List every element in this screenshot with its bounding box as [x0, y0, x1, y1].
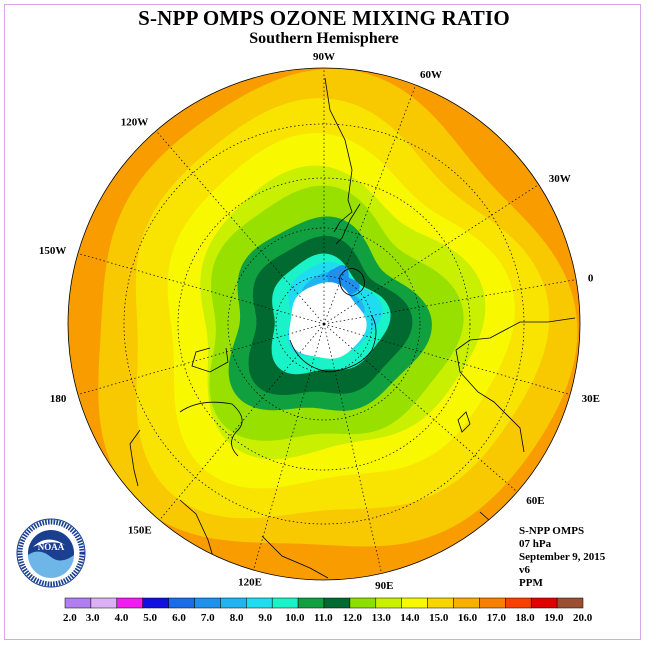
- longitude-line: [159, 323, 325, 521]
- longitude-label: 90E: [375, 580, 393, 592]
- longitude-label: 180: [50, 393, 67, 405]
- longitude-line: [323, 323, 518, 493]
- color-scale-swatch: [194, 597, 221, 609]
- color-scale-tick-label: 20.0: [573, 612, 593, 623]
- longitude-line: [323, 323, 571, 395]
- color-scale-tick-label: 19.0: [544, 612, 564, 623]
- longitude-line: [77, 323, 325, 395]
- longitude-label: 120W: [121, 117, 149, 129]
- latitude-circle: [177, 177, 471, 471]
- color-scale-swatch: [90, 597, 118, 609]
- latitude-circle: [275, 275, 373, 373]
- page-subtitle: Southern Hemisphere: [249, 30, 399, 47]
- color-scale-swatch: [142, 597, 169, 609]
- noaa-logo: NOAA: [16, 518, 86, 588]
- longitude-label: 30E: [582, 393, 600, 405]
- color-scale-tick-label: 15.0: [429, 612, 449, 623]
- longitude-line: [77, 253, 325, 325]
- color-scale-tick-label: 17.0: [487, 612, 507, 623]
- color-scale-swatch: [479, 597, 506, 609]
- color-scale-tick-label: 10.0: [285, 612, 305, 623]
- color-scale-swatch: [64, 597, 92, 609]
- color-scale-swatch: [246, 597, 273, 609]
- color-scale-swatch: [401, 597, 428, 609]
- latitude-circle: [123, 123, 525, 525]
- coastline-segment: [335, 203, 361, 245]
- color-scale-tick-label: 5.0: [143, 612, 157, 623]
- coastline-segment: [457, 411, 471, 433]
- longitude-line: [323, 84, 417, 325]
- coastline-segment: [324, 77, 353, 233]
- color-scale-swatch: [427, 597, 454, 609]
- coastline-segment: [129, 429, 141, 487]
- longitude-label: 0: [588, 273, 594, 285]
- color-scale-tick-label: 8.0: [230, 612, 244, 623]
- coastline-segment: [191, 347, 229, 373]
- page-title: S-NPP OMPS OZONE MIXING RATIO: [138, 6, 510, 30]
- color-scale-swatch: [116, 597, 143, 609]
- longitude-label: 60W: [420, 69, 442, 81]
- color-scale-swatch: [168, 597, 195, 609]
- color-scale-swatch: [271, 597, 299, 609]
- longitude-line: [323, 184, 539, 325]
- color-scale-tick-label: 13.0: [372, 612, 392, 623]
- coastline-segment: [289, 315, 377, 373]
- coastline-segment: [455, 317, 576, 351]
- color-scale-swatch: [556, 597, 584, 609]
- longitude-label: 150E: [128, 524, 152, 536]
- color-scale-swatch: [323, 597, 351, 609]
- color-scale-tick-label: 2.0: [63, 612, 77, 623]
- longitude-line: [155, 130, 325, 325]
- color-scale-swatch: [505, 597, 532, 609]
- color-scale-bar: 2.0 3.0 4.0 5.0 6.0 7.0 8.0 9.0 10.0 11.0 12.0 13.0…: [63, 597, 593, 623]
- coastline-segment: [179, 499, 215, 561]
- color-scale-tick-label: 18.0: [515, 612, 535, 623]
- color-scale-tick-label: 9.0: [258, 612, 272, 623]
- color-scale-swatch: [220, 597, 247, 609]
- color-scale-tick-label: 14.0: [400, 612, 420, 623]
- color-scale-tick-label: 3.0: [86, 612, 100, 623]
- coastline-segment: [261, 535, 329, 579]
- color-scale-tick-label: 7.0: [201, 612, 215, 623]
- longitude-labels: 90W 60W 30W 0 30E 60E 90E 120E 150E 180 150W 120W: [39, 51, 600, 592]
- color-scale-swatch: [297, 597, 325, 609]
- longitude-line: [323, 323, 382, 574]
- coastline-segment: [179, 401, 243, 457]
- map-boundary: [67, 67, 581, 581]
- color-scale-swatch: [530, 597, 558, 609]
- instrument-label: S-NPP OMPS: [519, 525, 585, 537]
- color-scale-swatch: [453, 597, 480, 609]
- latitude-circle: [227, 227, 421, 421]
- color-scale-swatch: [349, 597, 377, 609]
- metadata-block: S-NPP OMPS 07 hPa September 9, 2015 v6 P…: [519, 525, 605, 590]
- lat-lon-grid: [77, 68, 577, 574]
- color-scale-tick-label: 4.0: [115, 612, 129, 623]
- date-label: September 9, 2015: [519, 551, 606, 563]
- longitude-label: 90W: [313, 51, 335, 63]
- pressure-level-label: 07 hPa: [519, 538, 552, 550]
- longitude-label: 30W: [549, 173, 571, 185]
- color-scale-tick-label: 16.0: [458, 612, 478, 623]
- logo-wordmark: NOAA: [38, 542, 65, 552]
- coastline-segment: [339, 268, 365, 297]
- color-scale-tick-label: 6.0: [172, 612, 186, 623]
- version-label: v6: [519, 564, 530, 576]
- coastline-segment: [455, 349, 525, 453]
- color-scale-tick-label: 11.0: [314, 612, 333, 623]
- units-label: PPM: [519, 577, 543, 589]
- longitude-label: 150W: [39, 245, 67, 257]
- longitude-label: 60E: [526, 495, 544, 507]
- polar-no-data-area: [288, 282, 367, 359]
- longitude-line: [323, 279, 577, 325]
- figure-frame: [4, 4, 641, 640]
- longitude-label: 120E: [238, 577, 262, 589]
- color-scale-swatch: [375, 597, 402, 609]
- longitude-line: [253, 323, 325, 571]
- color-scale-tick-label: 12.0: [343, 612, 363, 623]
